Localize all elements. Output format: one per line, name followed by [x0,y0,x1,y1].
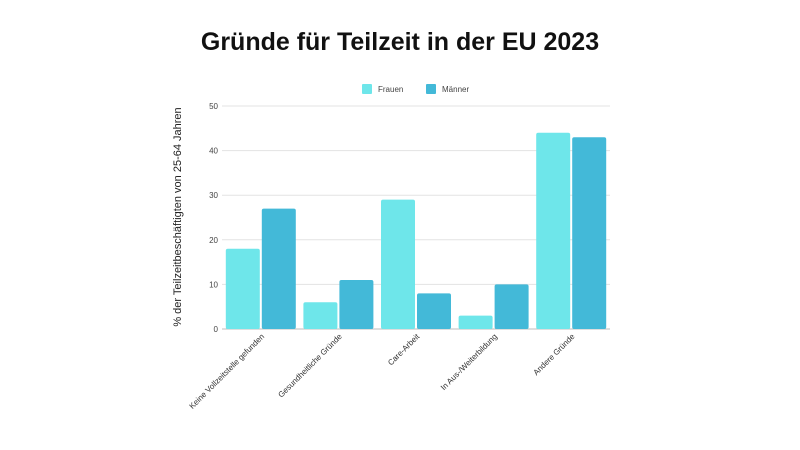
x-axis-categories: Keine Vollzeitstelle gefunden Gesundheitl… [188,332,577,411]
y-axis-label: % der Teilzeitbeschäftigten von 25-64 Ja… [172,107,184,326]
x-category-label: Keine Vollzeitstelle gefunden [188,332,267,411]
y-axis-ticks: 0 10 20 30 40 50 [209,102,218,334]
x-category-label: Andere Gründe [532,332,577,377]
x-category-label: Care-Arbeit [386,332,422,368]
chart-title: Gründe für Teilzeit in der EU 2023 [200,28,600,56]
bar-frauen [225,248,260,329]
bar-m-nner [572,137,607,329]
legend-label: Frauen [378,85,403,94]
bar-frauen [458,315,493,329]
x-category-label: In Aus-/Weiterbildung [439,332,499,392]
legend-label: Männer [442,85,469,94]
bars [225,132,607,329]
bar-m-nner [494,284,529,329]
x-category-label: Gesundheitliche Gründe [276,332,344,400]
bar-frauen [536,132,571,329]
bar-m-nner [261,208,296,329]
y-tick-label: 10 [209,280,218,289]
y-tick-label: 50 [209,102,218,111]
legend-swatch [362,84,372,94]
bar-frauen [303,302,338,329]
legend: Frauen Männer [362,84,469,94]
legend-swatch [426,84,436,94]
y-tick-label: 0 [214,325,219,334]
y-tick-label: 40 [209,147,218,156]
y-tick-label: 20 [209,236,218,245]
y-tick-label: 30 [209,191,218,200]
bar-m-nner [417,293,451,329]
bar-frauen [381,199,415,329]
bar-m-nner [339,279,374,329]
